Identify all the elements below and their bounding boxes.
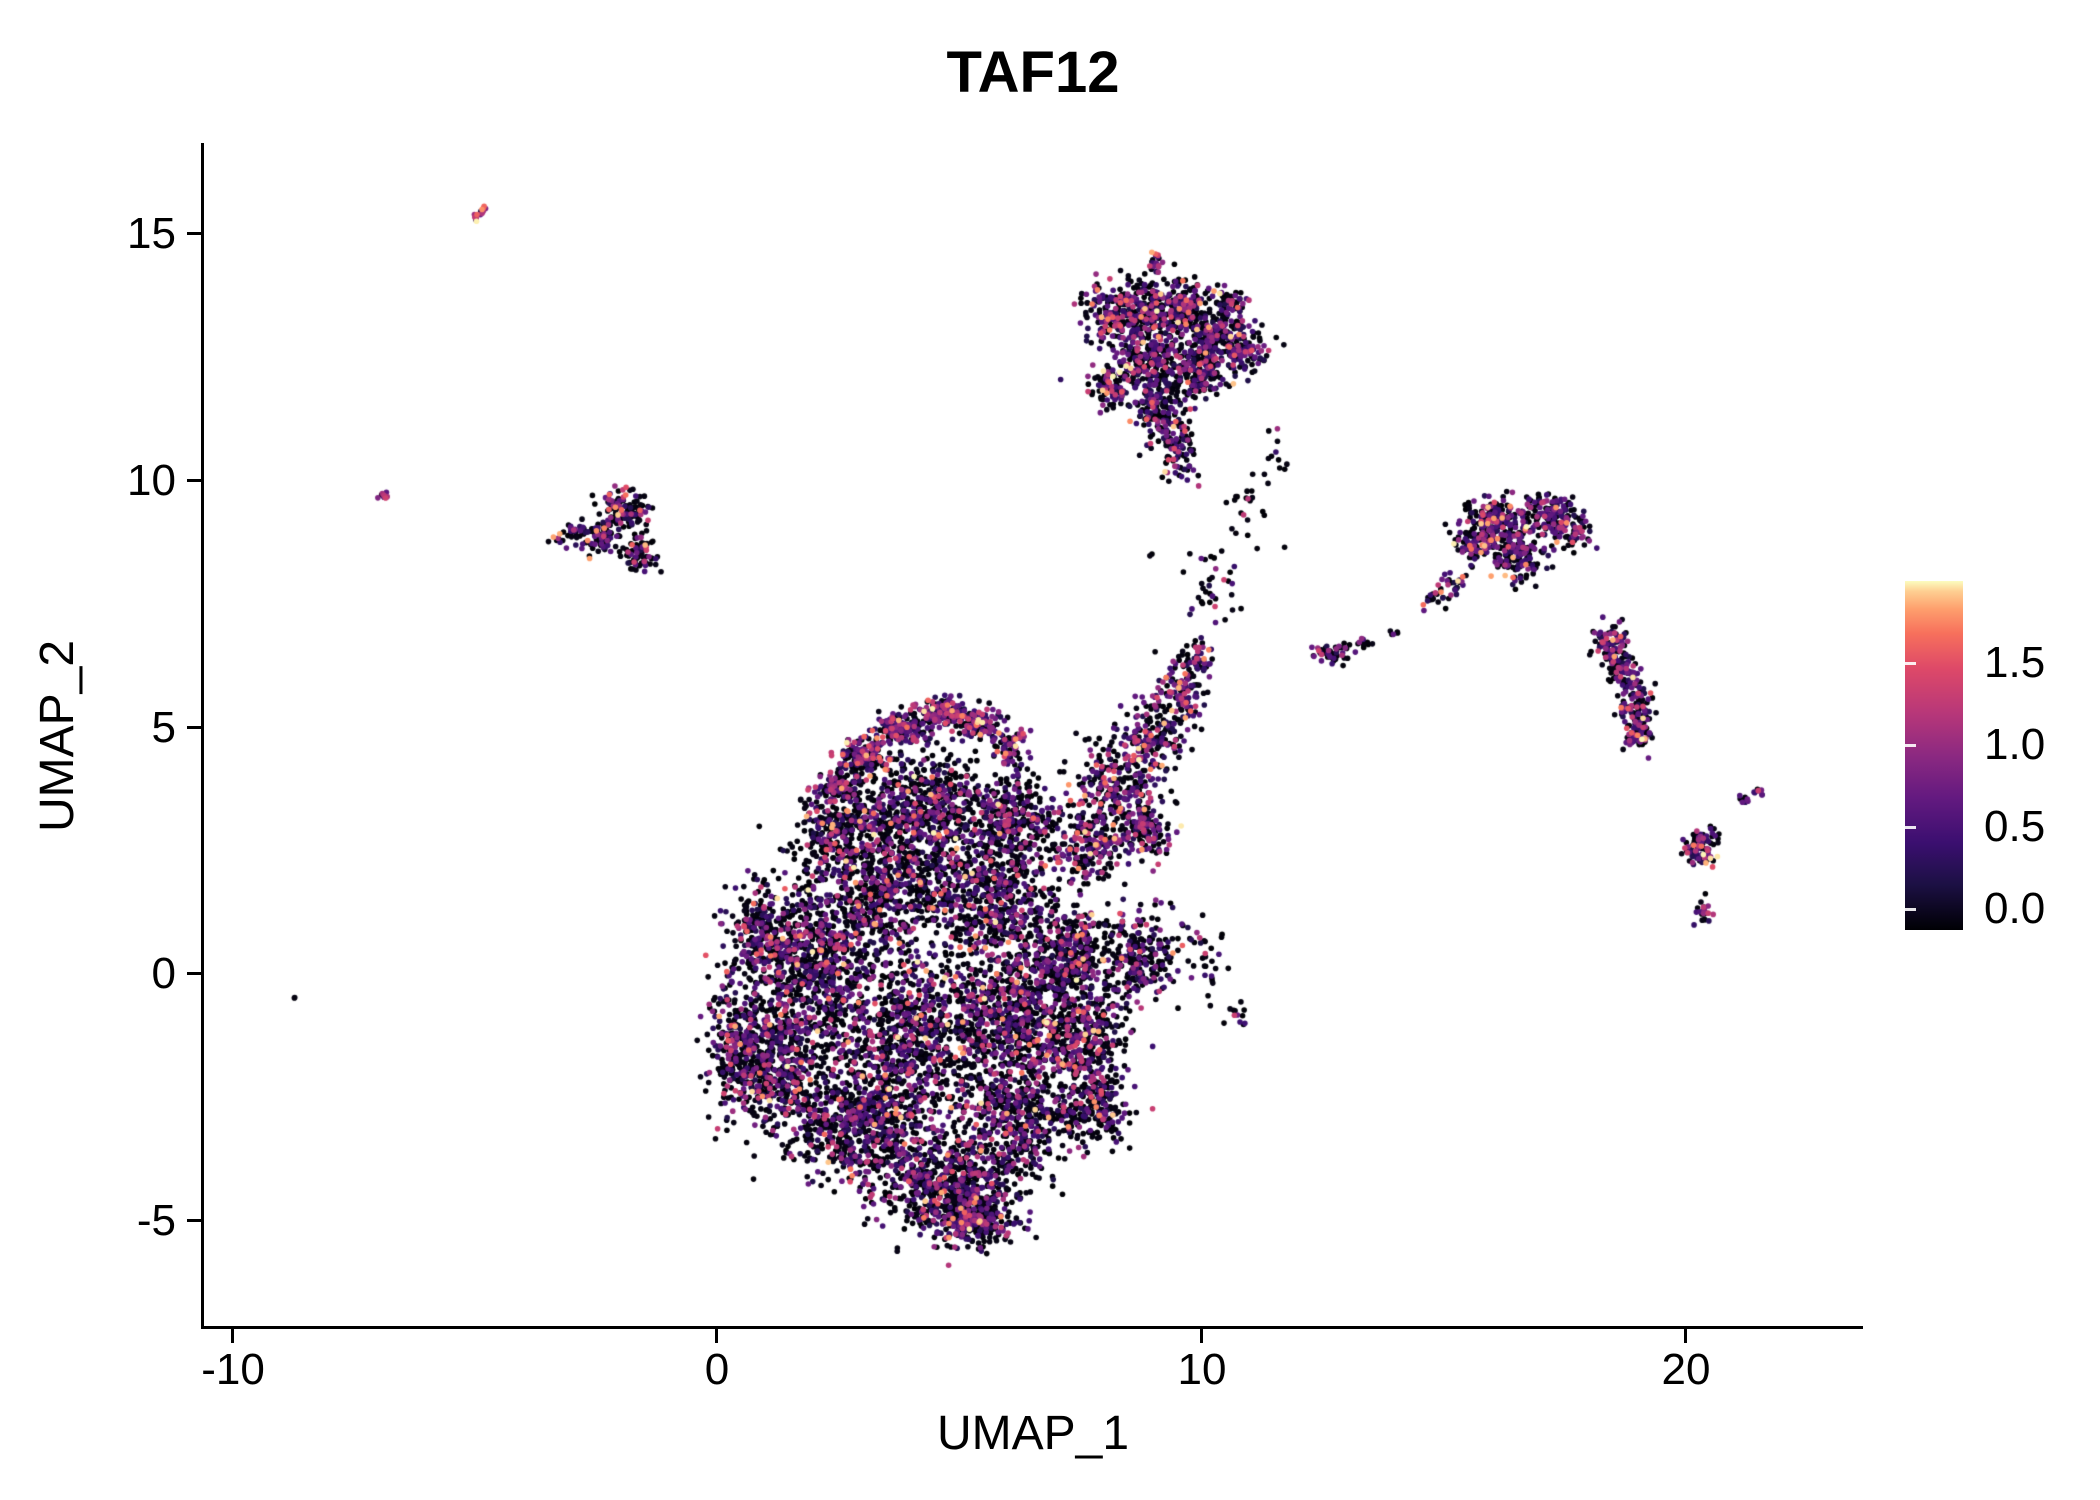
y-tick-mark [187,232,202,235]
x-tick-mark [231,1329,234,1343]
x-axis-line [201,1326,1863,1329]
x-tick-mark [715,1329,718,1343]
colorbar-tick-mark [1905,826,1916,829]
x-tick-mark [1200,1329,1203,1343]
y-axis-line [201,143,204,1329]
x-tick-mark [1684,1329,1687,1343]
colorbar-tick-mark [1905,662,1916,665]
colorbar-gradient [1905,581,1963,930]
y-axis-title: UMAP_2 [31,639,84,833]
x-tick-label: 20 [1661,1345,1711,1394]
y-tick-label: 10 [127,456,176,505]
x-tick-label: -10 [201,1345,265,1394]
y-tick-mark [187,972,202,975]
plot-title: TAF12 [946,40,1120,105]
x-tick-label: 0 [704,1345,730,1394]
y-tick-mark [187,726,202,729]
x-axis-title: UMAP_1 [936,1407,1130,1460]
y-tick-label: 15 [127,209,176,258]
colorbar-tick-label: 0.0 [1984,884,2046,933]
y-tick-label: -5 [136,1196,176,1245]
colorbar-tick-label: 0.5 [1984,802,2046,851]
colorbar-tick-label: 1.0 [1984,720,2046,769]
colorbar-tick-label: 1.5 [1984,638,2046,687]
y-tick-label: 5 [151,703,176,752]
colorbar-tick-mark [1905,744,1916,747]
colorbar-tick-mark [1905,908,1916,911]
y-tick-label: 0 [151,949,176,998]
y-tick-mark [187,479,202,482]
y-tick-mark [187,1219,202,1222]
x-tick-label: 10 [1177,1345,1227,1394]
